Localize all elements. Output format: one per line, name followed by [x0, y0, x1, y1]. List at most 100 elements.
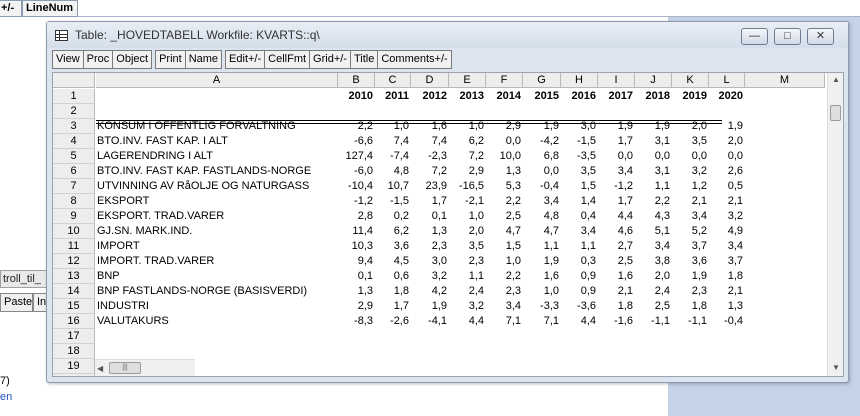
column-header-i[interactable]: I	[598, 73, 635, 88]
value-cell[interactable]: 0,4	[580, 210, 596, 222]
value-cell[interactable]: -4,2	[540, 135, 559, 147]
column-header-d[interactable]: D	[411, 73, 449, 88]
scroll-down-icon[interactable]: ▼	[832, 363, 840, 372]
value-cell[interactable]: -0,4	[540, 180, 559, 192]
value-cell[interactable]: 3,6	[393, 240, 409, 252]
cellfmt-button[interactable]: CellFmt	[264, 50, 311, 69]
value-cell[interactable]: 4,9	[727, 225, 743, 237]
value-cell[interactable]: 2,8	[357, 210, 373, 222]
value-cell[interactable]: 2,2	[505, 195, 521, 207]
year-header-cell[interactable]: 2020	[718, 90, 743, 102]
value-cell[interactable]: 0,0	[727, 150, 743, 162]
column-header-l[interactable]: L	[709, 73, 745, 88]
object-button[interactable]: Object	[112, 50, 153, 69]
value-cell[interactable]: -3,6	[577, 300, 596, 312]
value-cell[interactable]: 2,4	[468, 285, 484, 297]
vertical-scroll-thumb[interactable]	[830, 105, 841, 121]
value-cell[interactable]: 2,5	[617, 255, 633, 267]
value-cell[interactable]: 7,4	[431, 135, 447, 147]
value-cell[interactable]: 1,5	[505, 240, 521, 252]
row-header[interactable]: 8	[53, 194, 95, 209]
column-header-f[interactable]: F	[486, 73, 523, 88]
value-cell[interactable]: -0,4	[724, 315, 743, 327]
maximize-button[interactable]: □	[774, 28, 801, 45]
column-header-g[interactable]: G	[523, 73, 561, 88]
row-label-cell[interactable]: KONSUM I OFFENTLIG FORVALTNING	[97, 120, 296, 132]
column-header-m[interactable]: M	[745, 73, 825, 88]
row-header[interactable]: 12	[53, 254, 95, 269]
value-cell[interactable]: 5,2	[691, 225, 707, 237]
value-cell[interactable]: 6,2	[393, 225, 409, 237]
value-cell[interactable]: 4,4	[468, 315, 484, 327]
column-header-k[interactable]: K	[672, 73, 709, 88]
year-header-cell[interactable]: 2018	[645, 90, 670, 102]
background-tab-troll[interactable]: troll_til_	[0, 270, 50, 288]
row-header[interactable]: 3	[53, 119, 95, 134]
row-header[interactable]: 10	[53, 224, 95, 239]
value-cell[interactable]: 1,5	[580, 180, 596, 192]
value-cell[interactable]: -1,1	[651, 315, 670, 327]
print-button[interactable]: Print	[155, 50, 186, 69]
value-cell[interactable]: 3,1	[654, 135, 670, 147]
value-cell[interactable]: 1,2	[691, 180, 707, 192]
value-cell[interactable]: 2,0	[654, 270, 670, 282]
value-cell[interactable]: -3,5	[577, 150, 596, 162]
column-header-c[interactable]: C	[375, 73, 411, 88]
value-cell[interactable]: 1,9	[727, 120, 743, 132]
value-cell[interactable]: 1,1	[468, 270, 484, 282]
value-cell[interactable]: 2,1	[691, 195, 707, 207]
horizontal-scrollbar[interactable]: ◀ |||	[95, 359, 195, 376]
value-cell[interactable]: 2,1	[727, 195, 743, 207]
view-button[interactable]: View	[52, 50, 84, 69]
value-cell[interactable]: 3,4	[617, 165, 633, 177]
value-cell[interactable]: 4,3	[654, 210, 670, 222]
column-header-j[interactable]: J	[635, 73, 672, 88]
value-cell[interactable]: 0,5	[727, 180, 743, 192]
value-cell[interactable]: 1,3	[357, 285, 373, 297]
value-cell[interactable]: 11,4	[352, 225, 373, 237]
row-label-cell[interactable]: EKSPORT. TRAD.VARER	[97, 210, 225, 222]
name-button[interactable]: Name	[184, 50, 223, 69]
value-cell[interactable]: 1,9	[431, 300, 447, 312]
row-label-cell[interactable]: BTO.INV. FAST KAP. I ALT	[97, 135, 228, 147]
value-cell[interactable]: 1,8	[691, 300, 707, 312]
value-cell[interactable]: 10,0	[499, 150, 521, 162]
value-cell[interactable]: 2,2	[654, 195, 670, 207]
row-header[interactable]: 11	[53, 239, 95, 254]
value-cell[interactable]: 0,1	[431, 210, 447, 222]
edit-toggle-button[interactable]: Edit+/-	[225, 50, 266, 69]
row-label-cell[interactable]: EKSPORT	[97, 195, 150, 207]
value-cell[interactable]: 1,3	[431, 225, 447, 237]
minimize-button[interactable]: —	[741, 28, 768, 45]
value-cell[interactable]: 3,5	[580, 165, 596, 177]
value-cell[interactable]: 4,7	[505, 225, 521, 237]
value-cell[interactable]: -6,0	[354, 165, 373, 177]
value-cell[interactable]: 3,2	[431, 270, 447, 282]
value-cell[interactable]: 4,8	[543, 210, 559, 222]
value-cell[interactable]: 0,9	[580, 270, 596, 282]
scroll-up-icon[interactable]: ▲	[832, 75, 840, 84]
value-cell[interactable]: 1,3	[727, 300, 743, 312]
value-cell[interactable]: -1,2	[354, 195, 373, 207]
value-cell[interactable]: 2,3	[431, 240, 447, 252]
background-link-line[interactable]: en	[0, 391, 13, 403]
value-cell[interactable]: 3,0	[431, 255, 447, 267]
value-cell[interactable]: -8,3	[354, 315, 373, 327]
value-cell[interactable]: 4,6	[617, 225, 633, 237]
row-header[interactable]: 4	[53, 134, 95, 149]
value-cell[interactable]: 1,9	[691, 270, 707, 282]
close-button[interactable]: ✕	[807, 28, 834, 45]
background-in-button[interactable]: In	[33, 293, 47, 312]
value-cell[interactable]: -1,2	[614, 180, 633, 192]
value-cell[interactable]: 1,0	[393, 120, 409, 132]
value-cell[interactable]: 1,0	[505, 255, 521, 267]
value-cell[interactable]: 1,7	[617, 135, 633, 147]
value-cell[interactable]: 3,4	[727, 240, 743, 252]
row-label-cell[interactable]: GJ.SN. MARK.IND.	[97, 225, 193, 237]
value-cell[interactable]: 7,1	[543, 315, 559, 327]
row-header[interactable]: 15	[53, 299, 95, 314]
row-label-cell[interactable]: VALUTAKURS	[97, 315, 169, 327]
value-cell[interactable]: 7,1	[505, 315, 521, 327]
value-cell[interactable]: 0,6	[393, 270, 409, 282]
comments-toggle-button[interactable]: Comments+/-	[377, 50, 452, 69]
